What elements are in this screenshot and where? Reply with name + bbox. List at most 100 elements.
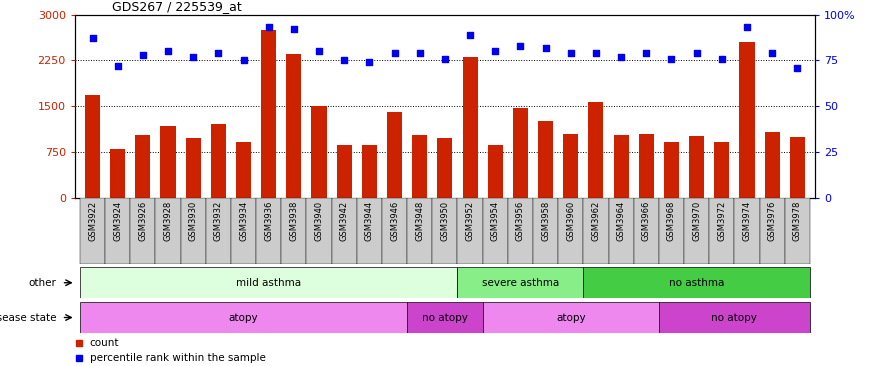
Point — [564, 50, 578, 56]
Bar — [463, 57, 478, 198]
Text: GSM3964: GSM3964 — [617, 201, 626, 241]
Bar — [110, 149, 125, 198]
Text: GSM3924: GSM3924 — [113, 201, 122, 241]
Bar — [231, 198, 256, 264]
Bar — [785, 198, 810, 264]
Bar — [412, 135, 427, 198]
Text: GSM3942: GSM3942 — [340, 201, 349, 241]
Bar — [286, 54, 301, 198]
Bar — [684, 198, 709, 264]
Text: GSM3970: GSM3970 — [692, 201, 701, 241]
Text: atopy: atopy — [556, 313, 586, 322]
Point — [161, 48, 175, 54]
Point — [412, 50, 426, 56]
Point — [589, 50, 603, 56]
Bar — [507, 198, 533, 264]
Bar — [559, 198, 583, 264]
Text: no atopy: no atopy — [712, 313, 758, 322]
Bar — [589, 102, 603, 198]
Point — [186, 54, 200, 60]
Point — [337, 57, 352, 63]
Bar — [538, 121, 553, 198]
Bar — [563, 134, 578, 198]
Text: GSM3922: GSM3922 — [88, 201, 97, 241]
Bar — [659, 198, 684, 264]
Point — [640, 50, 654, 56]
Bar — [483, 198, 507, 264]
Bar — [136, 135, 151, 198]
Bar — [211, 124, 226, 198]
Text: GSM3974: GSM3974 — [743, 201, 751, 241]
Bar — [331, 198, 357, 264]
Point — [136, 52, 150, 58]
Point — [714, 56, 729, 61]
Bar — [357, 198, 382, 264]
Text: GSM3950: GSM3950 — [440, 201, 449, 241]
Text: GSM3966: GSM3966 — [641, 201, 651, 241]
Point — [111, 63, 125, 69]
Point — [790, 65, 804, 71]
Text: GSM3938: GSM3938 — [289, 201, 299, 241]
Bar — [789, 137, 805, 198]
Point — [463, 32, 478, 38]
Text: GSM3926: GSM3926 — [138, 201, 147, 241]
Text: no asthma: no asthma — [669, 278, 724, 288]
Bar — [281, 198, 307, 264]
Text: atopy: atopy — [229, 313, 258, 322]
Bar — [433, 198, 457, 264]
Text: count: count — [90, 338, 119, 348]
Point — [262, 25, 276, 30]
Bar — [80, 302, 407, 333]
Text: GSM3978: GSM3978 — [793, 201, 802, 241]
Bar — [387, 112, 402, 198]
Bar — [382, 198, 407, 264]
Bar — [362, 145, 377, 198]
Text: GSM3958: GSM3958 — [541, 201, 550, 241]
Text: GSM3954: GSM3954 — [491, 201, 500, 241]
Text: mild asthma: mild asthma — [236, 278, 301, 288]
Text: GSM3952: GSM3952 — [465, 201, 475, 241]
Bar — [583, 267, 810, 298]
Text: GSM3946: GSM3946 — [390, 201, 399, 241]
Point — [690, 50, 704, 56]
Bar — [664, 142, 679, 198]
Point — [362, 59, 376, 65]
Text: GSM3956: GSM3956 — [516, 201, 525, 241]
Bar — [457, 267, 583, 298]
Bar — [337, 145, 352, 198]
Bar — [639, 134, 654, 198]
Bar — [659, 302, 810, 333]
Bar — [437, 138, 453, 198]
Point — [85, 36, 100, 41]
Bar — [759, 198, 785, 264]
Bar — [312, 106, 327, 198]
Text: GSM3930: GSM3930 — [189, 201, 197, 241]
Text: GSM3960: GSM3960 — [566, 201, 575, 241]
Bar — [80, 198, 105, 264]
Bar — [186, 138, 201, 198]
Bar — [236, 142, 251, 198]
Text: GSM3932: GSM3932 — [214, 201, 223, 241]
Bar — [307, 198, 331, 264]
Text: percentile rank within the sample: percentile rank within the sample — [90, 353, 265, 363]
Text: GSM3934: GSM3934 — [239, 201, 248, 241]
Bar — [256, 198, 281, 264]
Point — [614, 54, 628, 60]
Bar — [689, 136, 704, 198]
Text: GSM3944: GSM3944 — [365, 201, 374, 241]
Bar — [407, 198, 433, 264]
Point — [388, 50, 402, 56]
Bar — [583, 198, 609, 264]
Bar — [714, 142, 729, 198]
Point — [438, 56, 452, 61]
Text: GSM3962: GSM3962 — [591, 201, 601, 241]
Bar — [206, 198, 231, 264]
Point — [287, 26, 301, 32]
Bar — [613, 135, 629, 198]
Bar — [488, 145, 503, 198]
Point — [664, 56, 678, 61]
Text: no atopy: no atopy — [422, 313, 468, 322]
Text: GSM3972: GSM3972 — [717, 201, 726, 241]
Text: GSM3948: GSM3948 — [415, 201, 425, 241]
Bar — [633, 198, 659, 264]
